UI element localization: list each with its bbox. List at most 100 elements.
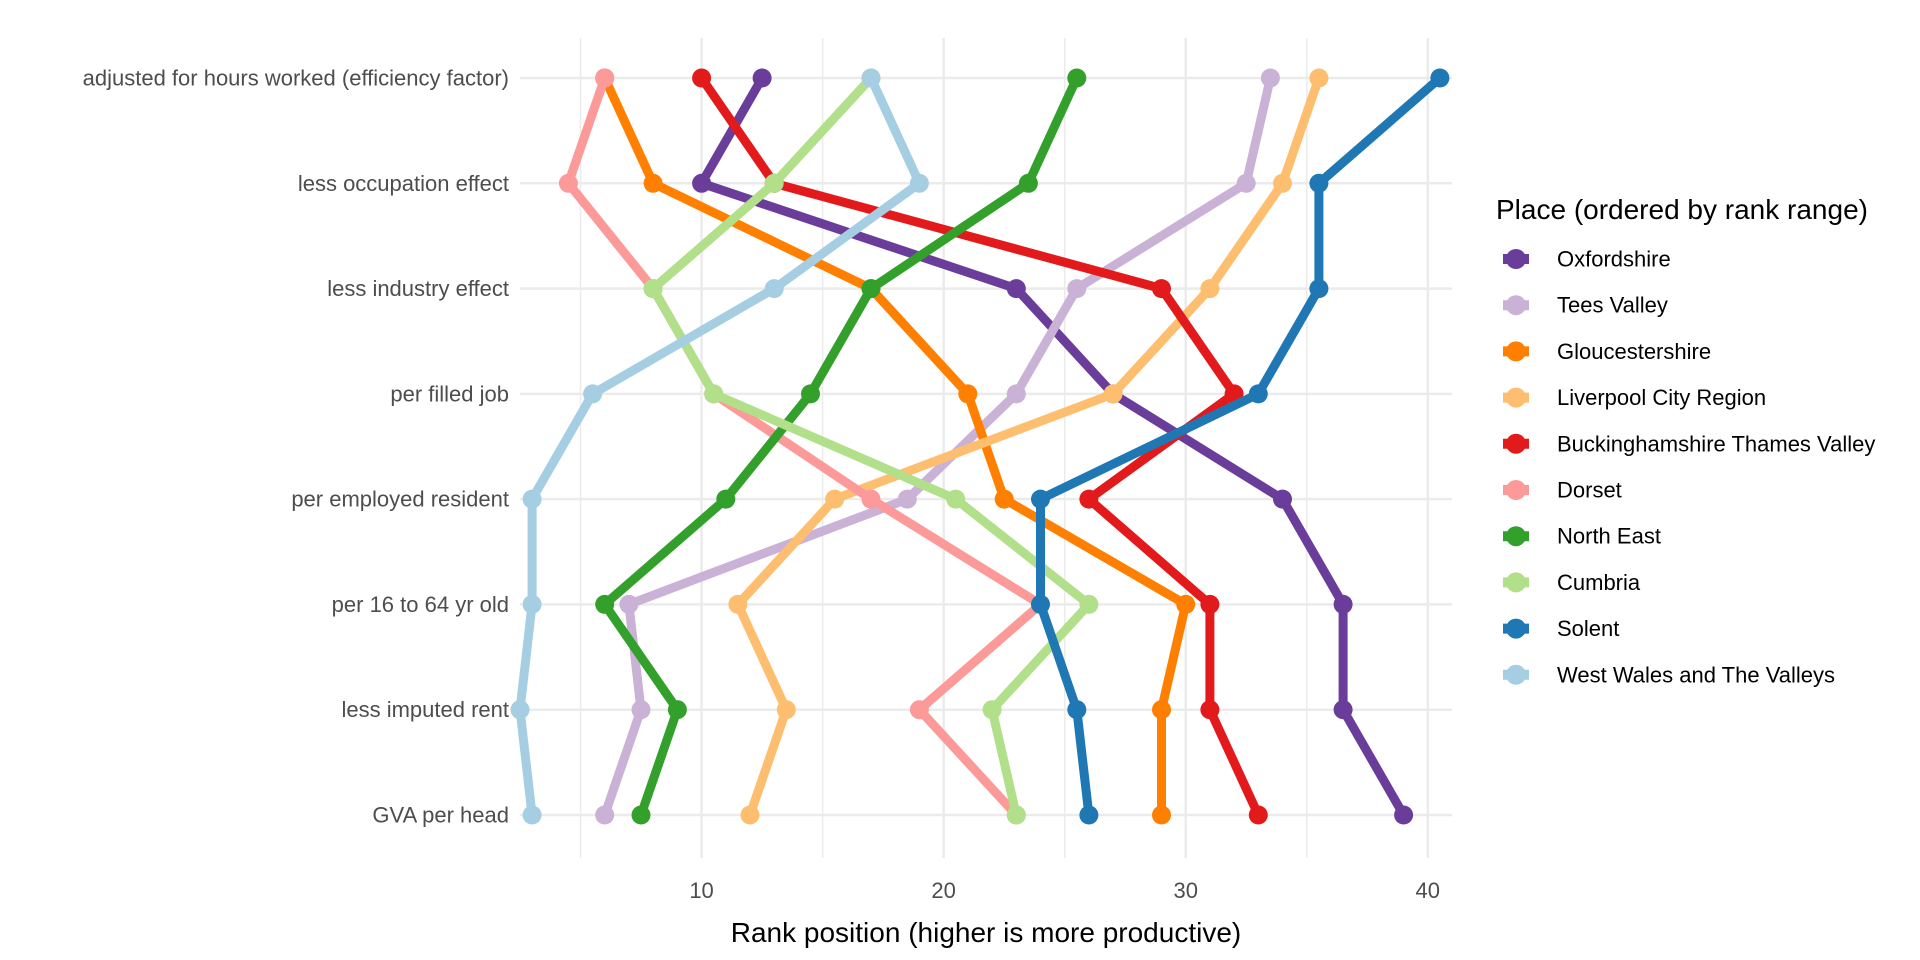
data-point: [1006, 384, 1026, 404]
data-point: [1394, 805, 1414, 825]
series-line: [733, 73, 1324, 820]
legend-label: Gloucestershire: [1557, 339, 1711, 364]
data-point: [595, 805, 615, 825]
data-point: [1006, 805, 1026, 825]
legend-key: [1503, 387, 1529, 408]
data-point: [946, 489, 966, 509]
legend-key: [1503, 618, 1529, 639]
data-point: [958, 384, 978, 404]
x-tick-label: 10: [689, 878, 713, 903]
data-point: [595, 594, 615, 614]
data-point: [631, 700, 651, 720]
y-tick-label: less occupation effect: [298, 171, 509, 196]
y-tick-label: per 16 to 64 yr old: [332, 592, 509, 617]
legend-key: [1503, 572, 1529, 593]
data-point: [994, 489, 1014, 509]
data-point: [631, 805, 651, 825]
data-point: [522, 489, 542, 509]
y-tick-label: per employed resident: [291, 487, 509, 512]
series-line: [600, 73, 1191, 820]
data-point: [1200, 279, 1220, 299]
x-tick-label: 20: [931, 878, 955, 903]
data-point: [861, 279, 881, 299]
data-point: [1200, 594, 1220, 614]
data-point: [1430, 68, 1450, 88]
data-point: [643, 279, 663, 299]
data-point: [1200, 700, 1220, 720]
data-point: [1333, 700, 1353, 720]
legend-key-point: [1506, 433, 1526, 454]
data-point: [692, 173, 712, 193]
data-point: [1309, 173, 1329, 193]
data-point: [522, 805, 542, 825]
data-point: [619, 594, 639, 614]
x-axis-title: Rank position (higher is more productive…: [731, 917, 1241, 948]
grid-major: [520, 38, 1452, 858]
legend-key-point: [1506, 295, 1526, 316]
data-point: [1103, 384, 1123, 404]
y-tick-label: adjusted for hours worked (efficiency fa…: [83, 66, 509, 91]
data-point: [909, 173, 929, 193]
y-tick-label: per filled job: [390, 381, 509, 406]
data-point: [1067, 68, 1087, 88]
legend-key-point: [1506, 572, 1526, 593]
grid-minor: [579, 38, 1308, 858]
data-point: [510, 700, 530, 720]
series-line: [648, 73, 1094, 820]
legend-key-point: [1506, 618, 1526, 639]
y-tick-label: GVA per head: [372, 803, 509, 828]
legend-key-point: [1506, 249, 1526, 269]
data-point: [583, 384, 603, 404]
data-point: [1152, 805, 1171, 825]
data-point: [1031, 594, 1050, 614]
data-point: [740, 805, 760, 825]
data-point: [1176, 594, 1196, 614]
data-point: [1309, 68, 1329, 88]
data-point: [1079, 805, 1099, 825]
y-tick-label: less imputed rent: [341, 697, 509, 722]
legend: Place (ordered by rank range) Oxfordshir…: [1496, 194, 1875, 687]
data-point: [1309, 279, 1329, 299]
data-point: [728, 594, 748, 614]
data-point: [692, 68, 712, 88]
data-point: [1031, 489, 1050, 509]
legend-label: Dorset: [1557, 478, 1622, 503]
y-axis-tick-labels: adjusted for hours worked (efficiency fa…: [83, 66, 509, 828]
x-tick-label: 40: [1416, 878, 1440, 903]
data-point: [1079, 594, 1099, 614]
data-point: [522, 594, 542, 614]
x-axis-tick-labels: 10 20 30 40: [689, 878, 1440, 903]
legend-key: [1503, 480, 1529, 500]
data-point: [643, 173, 663, 193]
data-point: [595, 68, 615, 88]
legend-label: Oxfordshire: [1557, 247, 1671, 272]
legend-key-point: [1506, 341, 1526, 362]
legend-label: Buckinghamshire Thames Valley: [1557, 431, 1875, 456]
data-point: [825, 489, 845, 509]
data-point: [764, 279, 784, 299]
legend-label: Tees Valley: [1557, 293, 1668, 318]
y-tick-label: less industry effect: [327, 276, 509, 301]
legend-label: Liverpool City Region: [1557, 385, 1766, 410]
legend-label: West Wales and The Valleys: [1557, 662, 1835, 687]
series-line: [563, 73, 1045, 820]
data-point: [909, 700, 929, 720]
data-point: [1067, 279, 1087, 299]
legend-key-point: [1506, 526, 1526, 547]
series-line: [600, 73, 1082, 820]
data-point: [1260, 68, 1280, 88]
legend-key: [1503, 341, 1529, 362]
legend-title: Place (ordered by rank range): [1496, 194, 1868, 225]
data-point: [1248, 805, 1268, 825]
data-point: [776, 700, 796, 720]
data-point: [667, 700, 687, 720]
data-point: [1273, 489, 1292, 509]
data-point: [1273, 173, 1292, 193]
data-point: [752, 68, 772, 88]
data-point: [1079, 489, 1099, 509]
legend-label: Cumbria: [1557, 570, 1641, 595]
data-point: [1018, 173, 1038, 193]
legend-label: North East: [1557, 524, 1661, 549]
data-point: [1248, 384, 1268, 404]
